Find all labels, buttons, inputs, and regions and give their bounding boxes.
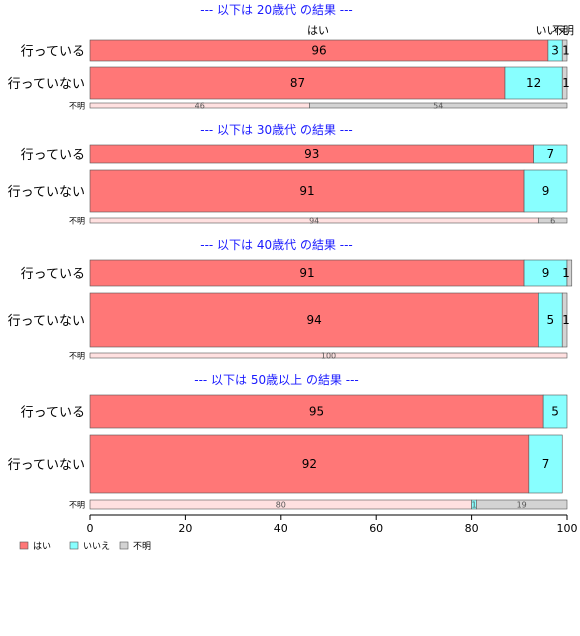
row-label: 不明 — [69, 102, 85, 111]
x-tick-label: 60 — [369, 522, 383, 535]
row-label: 不明 — [69, 501, 85, 510]
bar-segment — [566, 259, 573, 287]
bar-value-label: 80 — [276, 501, 286, 510]
bar-value-label: 96 — [311, 44, 326, 58]
bar-value-label: 91 — [299, 266, 314, 280]
bar-value-label: 91 — [299, 184, 314, 198]
bar-value-label: 5 — [546, 313, 554, 327]
bar-value-label: 100 — [321, 352, 336, 361]
legend-label: いいえ — [83, 541, 110, 552]
bar-value-label: 1 — [471, 501, 476, 510]
bar-value-label: 94 — [307, 313, 322, 327]
panel-title: --- 以下は 20歳代 の結果 --- — [200, 3, 353, 17]
x-tick-label: 100 — [557, 522, 578, 535]
row-label: 行っている — [21, 148, 85, 163]
row-label: 不明 — [69, 352, 85, 361]
category-label: はい — [307, 24, 329, 37]
legend-swatch — [119, 541, 129, 550]
row-label: 行っていない — [8, 314, 85, 329]
row-label: 行っていない — [8, 77, 85, 92]
legend-label: はい — [33, 541, 51, 552]
bar-value-label: 93 — [304, 147, 319, 161]
bar-segment — [476, 499, 568, 510]
row-label: 行っている — [21, 45, 85, 60]
bar-value-label: 12 — [526, 76, 541, 90]
bar-segment — [542, 394, 568, 429]
bar-value-label: 7 — [542, 457, 550, 471]
bar-segment — [89, 434, 530, 494]
row-label: 行っている — [21, 406, 85, 421]
bar-segment — [533, 144, 568, 164]
bar-value-label: 95 — [309, 405, 324, 419]
x-tick-label: 20 — [178, 522, 192, 535]
bar-value-label: 1 — [562, 313, 570, 327]
bar-value-label: 9 — [542, 266, 550, 280]
bar-segment — [309, 102, 568, 109]
bar-segment — [89, 292, 539, 348]
bar-value-label: 94 — [309, 217, 319, 226]
bar-value-label: 6 — [550, 217, 555, 226]
bar-segment — [561, 39, 568, 62]
category-label: 不明 — [552, 24, 574, 37]
bar-segment — [561, 66, 568, 100]
bar-value-label: 46 — [195, 102, 205, 111]
x-tick-label: 0 — [87, 522, 94, 535]
bar-value-label: 54 — [433, 102, 443, 111]
bar-value-label: 1 — [562, 76, 570, 90]
row-label: 不明 — [69, 217, 85, 226]
legend-label: 不明 — [133, 541, 151, 552]
panel-title: --- 以下は 30歳代 の結果 --- — [200, 123, 353, 137]
bar-value-label: 1 — [562, 44, 570, 58]
bar-segment — [561, 292, 568, 348]
bar-segment — [89, 394, 544, 429]
bar-segment — [538, 217, 568, 224]
bar-value-label: 92 — [302, 457, 317, 471]
x-tick-label: 40 — [274, 522, 288, 535]
bar-value-label: 87 — [290, 76, 305, 90]
bar-segment — [89, 352, 568, 359]
bar-segment — [523, 169, 568, 213]
panel-title: --- 以下は 50歳以上 の結果 --- — [194, 373, 359, 387]
bar-segment — [528, 434, 563, 494]
bar-segment — [504, 66, 563, 100]
x-tick-label: 80 — [465, 522, 479, 535]
row-label: 行っていない — [8, 458, 85, 473]
bar-value-label: 3 — [551, 44, 559, 58]
bar-value-label: 9 — [542, 184, 550, 198]
bar-value-label: 7 — [546, 147, 554, 161]
legend-swatch — [19, 541, 29, 550]
bar-value-label: 1 — [562, 266, 570, 280]
bar-segment — [89, 169, 525, 213]
bar-segment — [89, 259, 525, 287]
category-label: いいえ — [536, 24, 569, 37]
bar-segment — [523, 259, 568, 287]
row-label: 行っている — [21, 267, 85, 282]
row-label: 行っていない — [8, 185, 85, 200]
bar-value-label: 5 — [551, 405, 559, 419]
panel-title: --- 以下は 40歳代 の結果 --- — [200, 238, 353, 252]
legend-swatch — [69, 541, 79, 550]
bar-value-label: 19 — [517, 501, 527, 510]
